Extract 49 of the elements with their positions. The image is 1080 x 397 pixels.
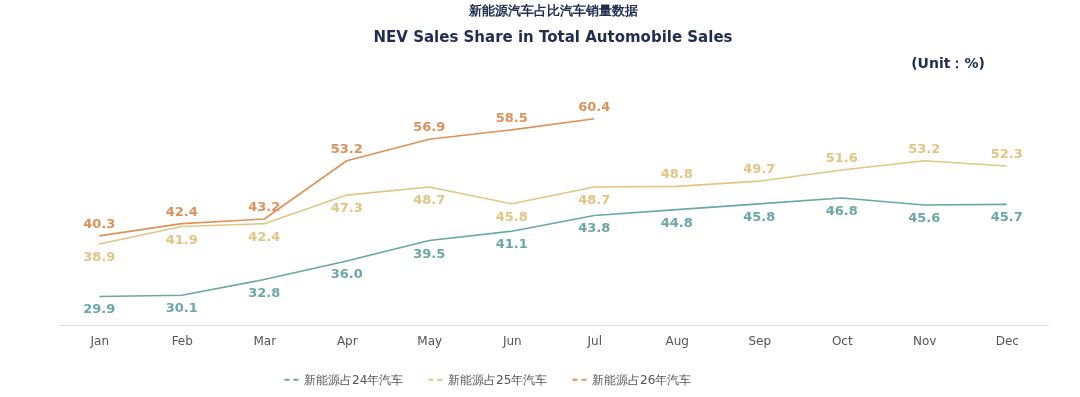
data-label: 30.1	[165, 300, 198, 316]
x-tick-label: Jun	[501, 333, 522, 348]
data-label: 43.8	[578, 220, 611, 236]
data-label: 58.5	[495, 109, 528, 125]
data-label: 46.8	[825, 203, 858, 219]
data-label: 41.1	[495, 236, 528, 252]
x-tick-label: Apr	[336, 333, 358, 348]
data-label: 47.3	[330, 200, 363, 216]
x-tick-label: Jan	[89, 333, 109, 348]
text: (Unit：%)	[911, 55, 985, 71]
chart-subtitle: NEV Sales Share in Total Automobile Sales	[373, 28, 733, 46]
data-label: 36.0	[330, 265, 363, 281]
legend-label: 新能源占26年汽车	[592, 372, 692, 387]
data-label: 56.9	[413, 119, 446, 135]
data-label: 53.2	[330, 140, 363, 156]
x-tick-label: Dec	[995, 333, 1019, 348]
data-label: 51.6	[825, 150, 858, 166]
data-label: 40.3	[83, 215, 116, 231]
data-label: 44.8	[660, 214, 693, 230]
x-tick-label: Mar	[253, 333, 277, 348]
data-label: 38.9	[83, 249, 116, 265]
data-label: 52.3	[990, 145, 1023, 161]
data-label: 53.2	[908, 140, 941, 156]
x-tick-label: Sep	[748, 333, 772, 348]
data-label: 49.7	[743, 161, 776, 177]
data-label: 60.4	[578, 98, 611, 114]
x-tick-label: Aug	[665, 333, 689, 348]
x-tick-label: Oct	[831, 333, 853, 348]
data-label: 42.4	[165, 203, 198, 219]
data-label: 43.2	[248, 198, 281, 214]
data-label: 32.8	[248, 284, 281, 300]
data-label: 42.4	[248, 228, 281, 244]
chart-title: 新能源汽车占比汽车销量数据	[467, 3, 638, 18]
data-label: 45.7	[990, 209, 1023, 225]
data-label: 45.6	[908, 210, 941, 226]
x-tick-label: Jul	[586, 333, 602, 348]
x-tick-label: Feb	[171, 333, 193, 348]
data-label: 41.9	[165, 231, 198, 247]
data-label: 39.5	[413, 245, 446, 261]
x-tick-label: May	[417, 333, 443, 348]
legend-label: 新能源占24年汽车	[304, 372, 404, 387]
data-label: 45.8	[495, 208, 528, 224]
data-label: 45.8	[743, 208, 776, 224]
x-tick-label: Nov	[913, 333, 937, 348]
data-label: 29.9	[83, 301, 116, 317]
data-label: 48.7	[578, 191, 611, 207]
legend-label: 新能源占25年汽车	[448, 372, 548, 387]
data-label: 48.8	[660, 166, 693, 182]
data-label: 48.7	[413, 191, 446, 207]
